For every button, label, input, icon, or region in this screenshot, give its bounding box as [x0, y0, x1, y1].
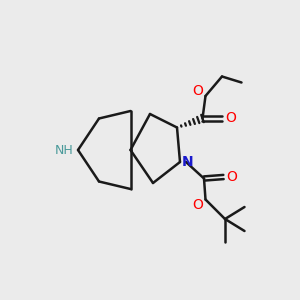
- Text: O: O: [193, 84, 203, 98]
- Text: NH: NH: [55, 143, 74, 157]
- Text: O: O: [193, 198, 203, 212]
- Text: O: O: [225, 112, 236, 125]
- Text: N: N: [182, 155, 193, 169]
- Text: O: O: [226, 170, 237, 184]
